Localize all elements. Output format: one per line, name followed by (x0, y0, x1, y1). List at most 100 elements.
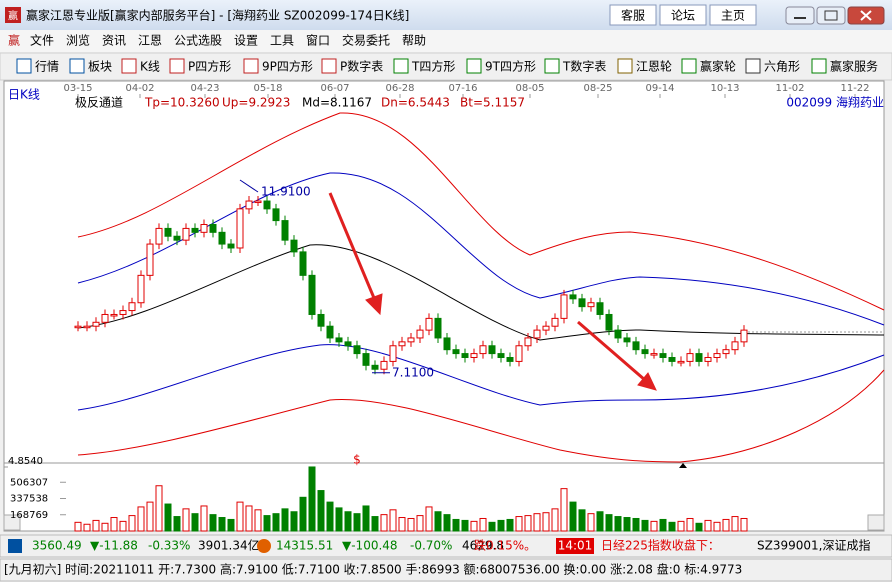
toolbar-icon[interactable] (243, 58, 259, 74)
toolbar-item[interactable]: P数字表 (340, 59, 383, 74)
candle-body (668, 357, 676, 362)
candle-body (110, 313, 118, 317)
toolbar-item[interactable]: 板块 (88, 60, 112, 74)
candle-body (146, 243, 154, 276)
menu-item[interactable]: 工具 (270, 34, 294, 48)
volume-bar (740, 517, 748, 532)
volume-bar (398, 517, 406, 532)
toolbar-icon[interactable] (321, 58, 337, 74)
menu-item[interactable]: 设置 (234, 34, 258, 48)
candle-body (209, 224, 217, 233)
toolbar-item[interactable]: 行情 (35, 60, 59, 74)
link-text[interactable]: 论坛 (671, 9, 695, 23)
menu-item[interactable]: 浏览 (66, 33, 90, 48)
volume-bar (227, 518, 235, 532)
scroll-button[interactable] (867, 514, 885, 531)
toolbar-item[interactable]: 9T四方形 (485, 59, 536, 74)
volume-bar (731, 516, 739, 532)
status-value: 3901.34亿 (198, 538, 260, 553)
candle-body (497, 353, 505, 359)
menu-item[interactable]: 窗口 (306, 34, 330, 48)
toolbar-icon[interactable] (681, 58, 697, 74)
volume-bar (605, 514, 613, 532)
menu-item[interactable]: 资讯 (102, 34, 126, 48)
volume-bar (335, 507, 343, 532)
menu-item[interactable]: 文件 (30, 33, 54, 48)
candle-body (623, 337, 631, 343)
status-value: -0.70% (410, 539, 452, 553)
status-value: ▼-11.88 (90, 539, 138, 553)
link-text[interactable]: 客服 (621, 8, 645, 23)
toolbar-icon[interactable] (69, 58, 85, 74)
y-tick-label: 4.8540 (8, 456, 43, 467)
link-button[interactable] (609, 4, 657, 26)
date-label: 11-02 (775, 83, 804, 94)
candle-body (587, 302, 595, 308)
toolbar (0, 52, 892, 81)
candle-body (524, 337, 532, 347)
toolbar-item[interactable]: 六角形 (764, 60, 800, 74)
toolbar-item[interactable]: 江恩轮 (636, 60, 672, 74)
candle-body (731, 341, 739, 351)
time-box (556, 538, 594, 554)
toolbar-icon[interactable] (393, 58, 409, 74)
date-label: 04-23 (190, 83, 219, 94)
volume-bar (488, 521, 496, 532)
status-value: 4629.8 (462, 539, 504, 553)
indicator-param: Up=9.2923 (222, 96, 290, 110)
toolbar-item[interactable]: 9P四方形 (262, 59, 313, 74)
toolbar-icon[interactable] (544, 58, 560, 74)
candle-body (551, 317, 559, 327)
candle-body (263, 200, 271, 210)
candle-body (200, 224, 208, 233)
volume-bar (92, 519, 100, 532)
maximize-button[interactable] (816, 6, 846, 25)
toolbar-icon[interactable] (16, 58, 32, 74)
link-text[interactable]: 主页 (721, 9, 745, 23)
volume-bar (614, 516, 622, 532)
volume-bar (587, 513, 595, 532)
candle-body (542, 325, 550, 331)
candle-body (488, 345, 496, 355)
candle-body (371, 364, 379, 370)
candle-body (632, 341, 640, 351)
candle-body (704, 357, 712, 362)
link-button[interactable] (659, 4, 707, 26)
toolbar-icon[interactable] (169, 58, 185, 74)
toolbar-item[interactable]: T数字表 (562, 59, 606, 74)
candle-body (425, 317, 433, 331)
candle-body (191, 227, 199, 233)
news: 日经225指数收盘下： (601, 538, 720, 553)
volume-bar (686, 517, 694, 532)
candle-body (470, 353, 478, 359)
candle-body (479, 345, 487, 355)
volume-bar (677, 520, 685, 532)
volume-bar (659, 518, 667, 532)
date-label: 08-25 (583, 83, 612, 94)
scroll-button[interactable] (3, 514, 21, 531)
toolbar-item[interactable]: P四方形 (188, 59, 231, 74)
candle-body (461, 353, 469, 359)
toolbar-item[interactable]: K线 (140, 60, 160, 74)
toolbar-item[interactable]: 赢家服务 (830, 59, 878, 74)
toolbar-item[interactable]: 赢家轮 (700, 59, 736, 74)
link-button[interactable] (709, 4, 757, 26)
menu-item[interactable]: 江恩 (138, 34, 162, 48)
toolbar-icon[interactable] (617, 58, 633, 74)
status-value: -0.33% (148, 539, 190, 553)
toolbar-icon[interactable] (811, 58, 827, 74)
toolbar-icon[interactable] (121, 58, 137, 74)
menu-item[interactable]: 帮助 (402, 34, 426, 48)
minimize-button[interactable] (785, 6, 815, 25)
volume-bar (119, 520, 127, 532)
menu-item[interactable]: 公式选股 (174, 34, 222, 48)
volume-bar (650, 520, 658, 532)
volume-bar (173, 516, 181, 532)
toolbar-item[interactable]: T四方形 (411, 59, 455, 74)
candle-body (659, 353, 667, 359)
app-icon-text: 赢 (8, 9, 18, 22)
candle-body (722, 349, 730, 355)
toolbar-icon[interactable] (745, 58, 761, 74)
toolbar-icon[interactable] (466, 58, 482, 74)
menu-item[interactable]: 交易委托 (342, 33, 390, 48)
